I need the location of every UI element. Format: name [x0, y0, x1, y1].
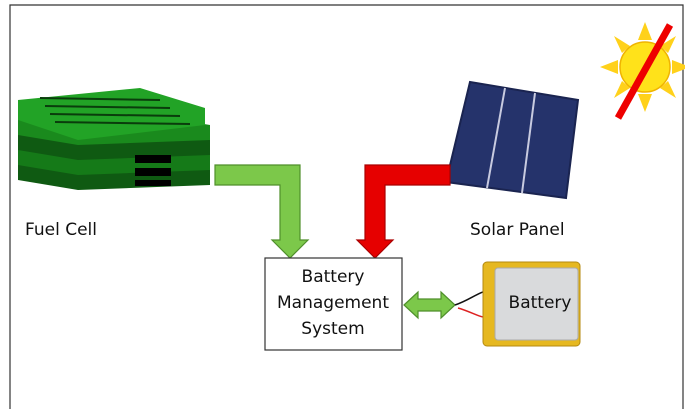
solar-panel-icon: [444, 80, 580, 200]
bidirectional-arrow: [403, 290, 456, 320]
solar-arrow: [355, 164, 451, 259]
fuel-cell-icon: [18, 88, 210, 190]
bms-label-line: Management: [277, 293, 389, 313]
bms-box: [264, 257, 403, 351]
battery-icon: [454, 261, 581, 347]
solar-panel-label: Solar Panel: [470, 220, 565, 240]
bms-label-line: Battery: [302, 267, 365, 287]
battery-label: Battery: [509, 293, 572, 313]
fuel-cell-arrow: [214, 164, 310, 259]
frame: [9, 4, 684, 409]
bms-label-line: System: [301, 319, 364, 339]
no-sun-icon: [600, 22, 685, 120]
fuel-cell-label: Fuel Cell: [25, 220, 97, 240]
